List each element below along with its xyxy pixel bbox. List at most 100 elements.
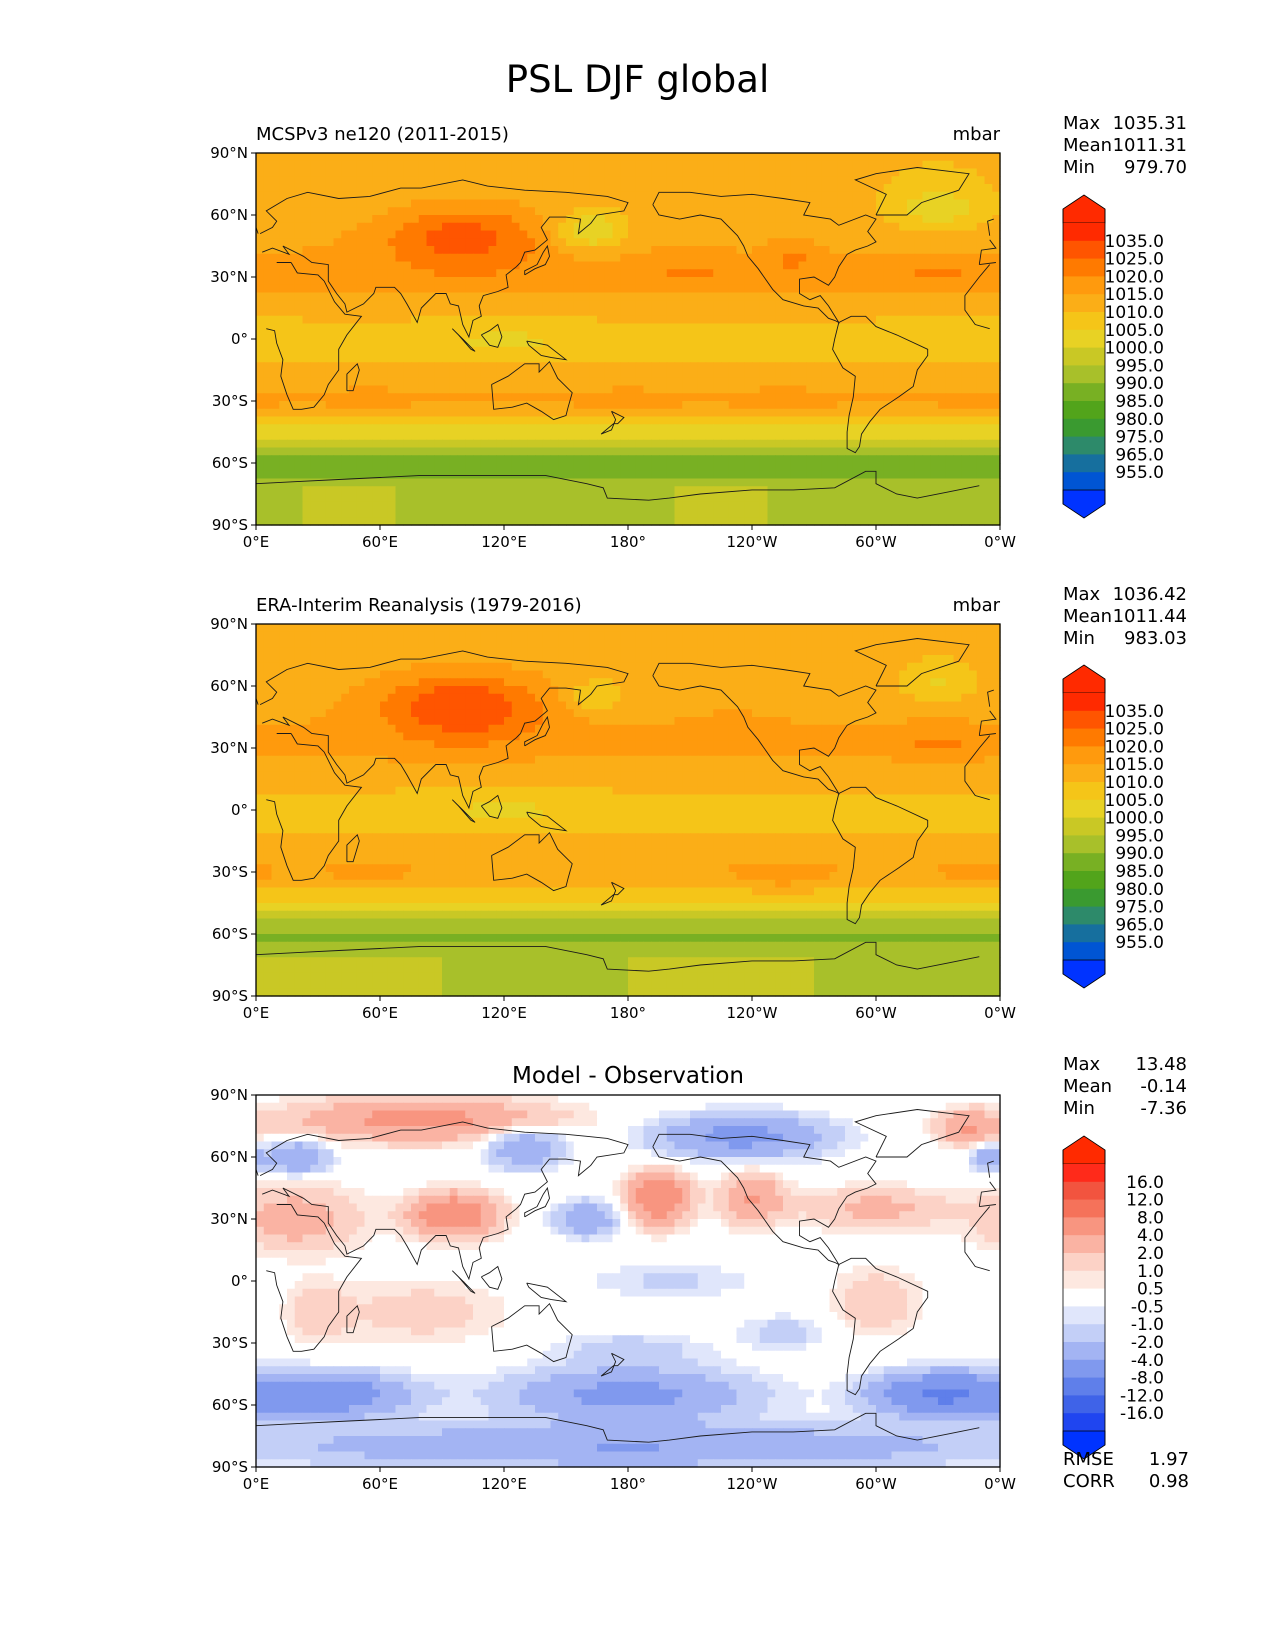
heatmap-cell: [744, 323, 753, 332]
heatmap-cell: [713, 447, 722, 456]
heatmap-cell: [907, 639, 916, 648]
heatmap-cell: [767, 486, 776, 495]
heatmap-cell: [666, 246, 676, 255]
heatmap-cell: [349, 184, 358, 193]
heatmap-cell: [775, 253, 784, 263]
heatmap-cell: [767, 160, 776, 170]
heatmap-cell: [504, 153, 513, 162]
heatmap-cell: [666, 215, 676, 224]
heatmap-cell: [542, 323, 552, 332]
heatmap-cell: [682, 184, 691, 193]
heatmap-cell: [682, 501, 691, 511]
heatmap-cell: [907, 486, 916, 495]
heatmap-cell: [349, 292, 358, 301]
heatmap-cell: [349, 424, 358, 433]
heatmap-cell: [279, 639, 288, 648]
heatmap-cell: [713, 624, 722, 633]
heatmap-cell: [380, 300, 389, 309]
heatmap-cell: [356, 184, 366, 193]
heatmap-cell: [736, 501, 745, 511]
heatmap-cell: [511, 215, 521, 224]
heatmap-cell: [411, 354, 420, 363]
heatmap-cell: [914, 246, 924, 255]
heatmap-cell: [744, 494, 753, 503]
heatmap-cell: [287, 153, 296, 162]
heatmap-cell: [628, 401, 637, 410]
heatmap-cell: [465, 315, 474, 325]
heatmap-cell: [883, 346, 893, 356]
heatmap-cell: [310, 238, 319, 247]
heatmap-cell: [666, 432, 676, 441]
heatmap-cell: [442, 639, 451, 648]
heatmap-cell: [969, 486, 978, 495]
heatmap-cell: [434, 470, 443, 480]
heatmap-cell: [356, 315, 366, 325]
heatmap-cell: [294, 377, 304, 387]
heatmap-cell: [845, 486, 854, 495]
heatmap-cell: [767, 215, 776, 224]
heatmap-cell: [612, 191, 621, 201]
heatmap-cell: [434, 215, 443, 224]
heatmap-cell: [922, 455, 931, 464]
heatmap-cell: [953, 323, 962, 332]
heatmap-cell: [992, 284, 1001, 294]
heatmap-cell: [969, 284, 978, 294]
heatmap-cell: [705, 184, 714, 193]
heatmap-cell: [976, 401, 986, 410]
heatmap-cell: [914, 408, 924, 418]
heatmap-cell: [480, 184, 490, 193]
heatmap-cell: [922, 246, 931, 255]
heatmap-cell: [527, 269, 536, 278]
heatmap-cell: [426, 478, 435, 487]
heatmap-cell: [558, 153, 567, 162]
heatmap-cell: [643, 184, 652, 193]
heatmap-cell: [581, 439, 590, 449]
heatmap-cell: [573, 401, 583, 410]
heatmap-cell: [837, 191, 846, 201]
heatmap-cell: [914, 509, 924, 518]
heatmap-cell: [364, 639, 373, 648]
heatmap-cell: [775, 377, 784, 387]
heatmap-cell: [581, 478, 590, 487]
heatmap-cell: [767, 191, 776, 201]
heatmap-cell: [767, 300, 776, 309]
heatmap-cell: [302, 339, 311, 348]
heatmap-cell: [666, 501, 676, 511]
heatmap-cell: [806, 230, 815, 239]
heatmap-cell: [589, 408, 598, 418]
heatmap-cell: [674, 486, 683, 495]
heatmap-cell: [806, 346, 815, 356]
heatmap-cell: [899, 191, 908, 201]
heatmap-cell: [364, 416, 373, 425]
heatmap-cell: [519, 222, 528, 232]
heatmap-cell: [643, 253, 652, 263]
heatmap-cell: [325, 160, 335, 170]
heatmap-cell: [256, 501, 265, 511]
heatmap-cell: [511, 292, 521, 301]
heatmap-cell: [310, 447, 319, 456]
heatmap-cell: [775, 509, 784, 518]
heatmap-cell: [496, 447, 505, 456]
heatmap-cell: [922, 432, 931, 441]
heatmap-cell: [992, 339, 1001, 348]
heatmap-cell: [302, 261, 311, 270]
heatmap-cell: [938, 494, 947, 503]
heatmap-cell: [790, 509, 800, 518]
heatmap-cell: [511, 160, 521, 170]
heatmap-cell: [372, 153, 381, 162]
heatmap-cell: [387, 315, 397, 325]
heatmap-cell: [852, 470, 862, 480]
heatmap-cell: [597, 292, 606, 301]
heatmap-cell: [535, 486, 544, 495]
heatmap-cell: [271, 416, 280, 425]
heatmap-cell: [883, 168, 893, 177]
colorbar-tick-label: 990.0: [1115, 374, 1164, 394]
heatmap-cell: [449, 486, 459, 495]
heatmap-cell: [628, 191, 637, 201]
heatmap-cell: [790, 284, 800, 294]
heatmap-cell: [868, 624, 877, 633]
heatmap-cell: [930, 323, 939, 332]
heatmap-cell: [473, 624, 482, 633]
heatmap-cell: [736, 393, 745, 402]
heatmap-cell: [504, 339, 513, 348]
